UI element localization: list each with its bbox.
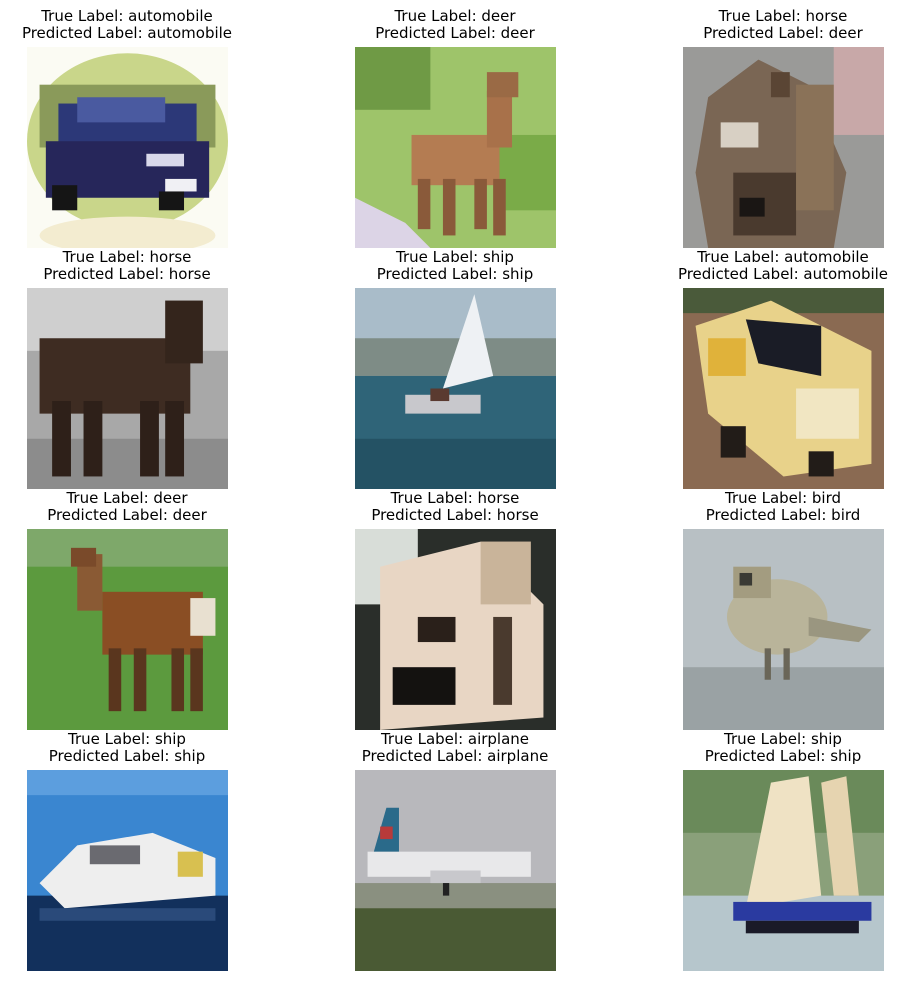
true-label: True Label: ship — [724, 730, 842, 748]
true-label: True Label: horse — [718, 7, 848, 25]
panel-title: True Label: airplane Predicted Label: ai… — [295, 731, 615, 765]
predicted-label: Predicted Label: automobile — [21, 24, 233, 42]
sailboat-photo — [683, 770, 884, 971]
true-label: True Label: horse — [390, 489, 520, 507]
true-label: True Label: ship — [68, 730, 186, 748]
predicted-label: Predicted Label: bird — [705, 506, 861, 524]
true-label: True Label: deer — [394, 7, 516, 25]
predicted-label: Predicted Label: ship — [48, 747, 206, 765]
true-label: True Label: horse — [62, 248, 192, 266]
panel-title: True Label: horse Predicted Label: horse — [295, 490, 615, 524]
dog-face-photo — [355, 529, 556, 730]
panel-title: True Label: horse Predicted Label: deer — [623, 8, 910, 42]
deer-photo — [27, 529, 228, 730]
true-label: True Label: automobile — [697, 248, 869, 266]
deer-photo — [355, 47, 556, 248]
predicted-label: Predicted Label: deer — [703, 24, 863, 42]
predicted-label: Predicted Label: automobile — [677, 265, 889, 283]
predicted-label: Predicted Label: airplane — [361, 747, 549, 765]
predicted-label: Predicted Label: deer — [375, 24, 535, 42]
panel-title: True Label: horse Predicted Label: horse — [0, 249, 287, 283]
car-photo — [27, 47, 228, 248]
predicted-label: Predicted Label: horse — [371, 506, 539, 524]
predicted-label: Predicted Label: ship — [376, 265, 534, 283]
bird-photo — [683, 529, 884, 730]
panel-title: True Label: deer Predicted Label: deer — [0, 490, 287, 524]
horse-photo — [27, 288, 228, 489]
panel-title: True Label: automobile Predicted Label: … — [0, 8, 287, 42]
panel-title: True Label: deer Predicted Label: deer — [295, 8, 615, 42]
true-label: True Label: deer — [66, 489, 188, 507]
panel-title: True Label: automobile Predicted Label: … — [623, 249, 910, 283]
true-label: True Label: ship — [396, 248, 514, 266]
horse-head-photo — [683, 47, 884, 248]
true-label: True Label: airplane — [380, 730, 530, 748]
panel-title: True Label: bird Predicted Label: bird — [623, 490, 910, 524]
panel-title: True Label: ship Predicted Label: ship — [623, 731, 910, 765]
yellow-car-photo — [683, 288, 884, 489]
true-label: True Label: automobile — [41, 7, 213, 25]
boat-photo — [27, 770, 228, 971]
predicted-label: Predicted Label: ship — [704, 747, 862, 765]
true-label: True Label: bird — [724, 489, 842, 507]
panel-title: True Label: ship Predicted Label: ship — [0, 731, 287, 765]
sailboat-photo — [355, 288, 556, 489]
airplane-photo — [355, 770, 556, 971]
predicted-label: Predicted Label: horse — [43, 265, 211, 283]
predicted-label: Predicted Label: deer — [47, 506, 207, 524]
panel-title: True Label: ship Predicted Label: ship — [295, 249, 615, 283]
